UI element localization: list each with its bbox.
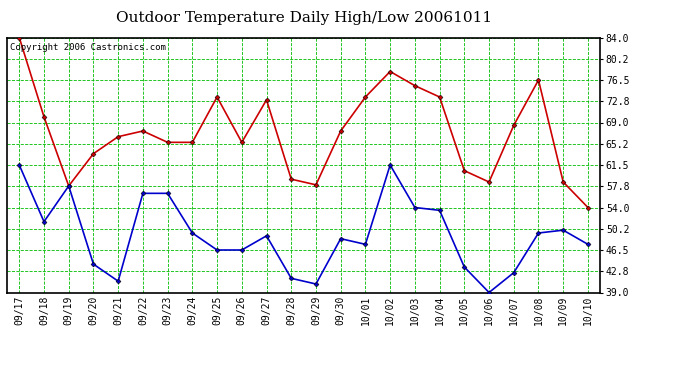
Text: Copyright 2006 Castronics.com: Copyright 2006 Castronics.com [10,43,166,52]
Text: Outdoor Temperature Daily High/Low 20061011: Outdoor Temperature Daily High/Low 20061… [115,11,492,25]
